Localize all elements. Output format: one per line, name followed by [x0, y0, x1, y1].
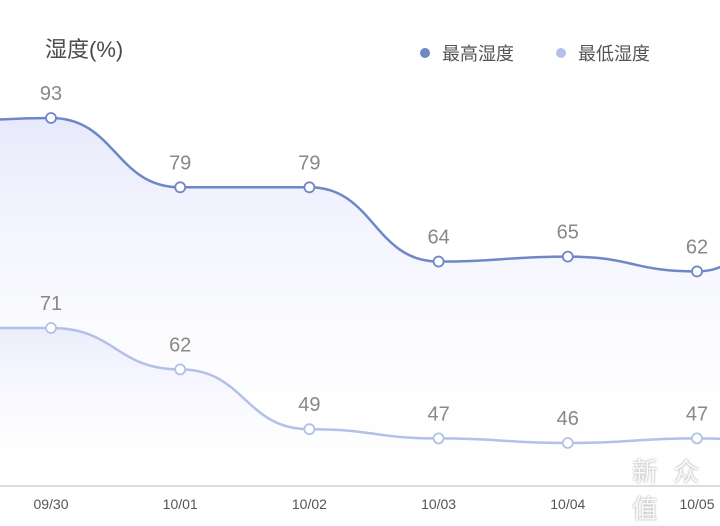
min-data-label-2: 62	[169, 334, 191, 356]
x-tick-label-1: 09/30	[33, 496, 68, 512]
legend-label-max: 最高湿度	[442, 44, 514, 64]
x-tick-label-6: 10/05	[679, 496, 714, 512]
legend-item-max[interactable]: 最高湿度	[420, 40, 514, 66]
x-tick-label-5: 10/04	[550, 496, 585, 512]
watermark-logo: 新 众 值	[632, 457, 704, 524]
min-point-5[interactable]	[561, 437, 574, 449]
max-point-2[interactable]	[174, 181, 187, 194]
max-point-4[interactable]	[432, 255, 445, 268]
max-data-label-3: 79	[298, 152, 320, 174]
x-tick-label-2: 10/01	[163, 496, 198, 512]
legend-item-min[interactable]: 最低湿度	[556, 40, 650, 66]
min-data-label-1: 71	[40, 293, 62, 315]
legend-swatch-max	[420, 48, 430, 58]
min-humidity-area	[0, 328, 720, 486]
max-data-label-2: 79	[169, 152, 191, 174]
area-layer	[0, 118, 720, 486]
x-tick-label-4: 10/03	[421, 496, 456, 512]
min-data-label-3: 49	[298, 394, 320, 416]
max-point-6[interactable]	[691, 265, 703, 278]
min-point-6[interactable]	[691, 432, 703, 445]
min-data-label-6: 47	[686, 403, 708, 425]
max-point-5[interactable]	[561, 250, 574, 263]
legend-swatch-min	[556, 48, 566, 58]
max-data-label-4: 64	[427, 227, 449, 249]
min-data-label-5: 46	[557, 408, 579, 430]
min-point-3[interactable]	[303, 423, 316, 436]
legend-label-min: 最低湿度	[578, 44, 650, 64]
x-tick-labels: 09/30 10/01 10/02 10/03 10/04 10/05	[33, 496, 714, 512]
min-humidity-line	[0, 326, 720, 445]
y-axis-label: 湿度(%)	[45, 37, 124, 62]
legend: 最高湿度 最低湿度	[420, 40, 650, 66]
max-data-label-6: 62	[686, 236, 708, 258]
point-layer	[45, 112, 703, 449]
min-data-label-4: 47	[427, 403, 449, 425]
min-point-2[interactable]	[174, 363, 187, 376]
max-data-label-1: 93	[40, 83, 62, 105]
max-point-1[interactable]	[45, 112, 57, 124]
min-point-1[interactable]	[45, 322, 57, 334]
max-point-3[interactable]	[303, 181, 316, 194]
min-point-4[interactable]	[432, 432, 445, 445]
max-data-label-5: 65	[557, 222, 579, 244]
x-tick-label-3: 10/02	[292, 496, 327, 512]
data-label-layer: 93 79 79 64 65 62 71 62 49 47 46 47	[40, 83, 708, 430]
